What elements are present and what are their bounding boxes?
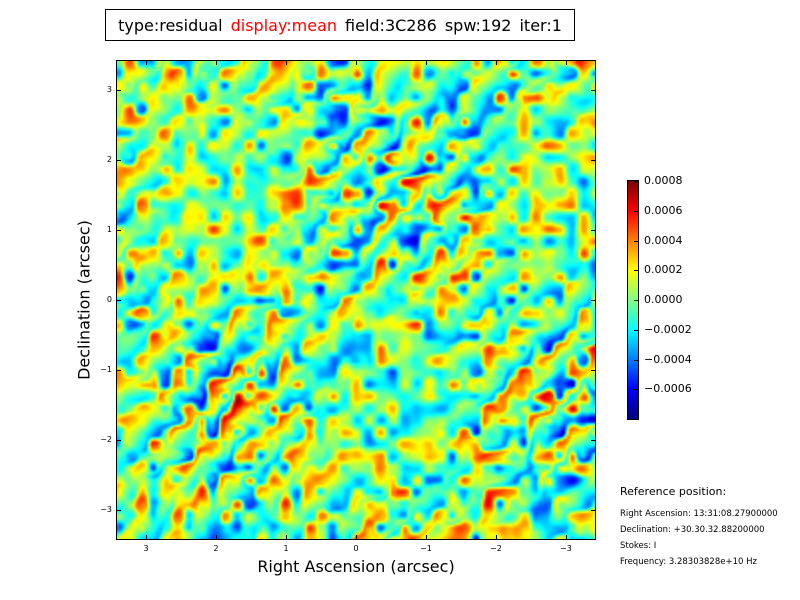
colorbar-tick-mark xyxy=(634,389,639,390)
x-tick-mark xyxy=(496,61,497,65)
x-tick-mark xyxy=(356,535,357,539)
colorbar-tick-label: 0.0004 xyxy=(644,233,683,247)
x-tick-label: 3 xyxy=(143,544,149,553)
y-tick-label: −3 xyxy=(100,504,112,514)
x-tick-mark xyxy=(356,61,357,65)
heatmap-plot-area[interactable] xyxy=(116,60,596,540)
y-tick-mark xyxy=(117,230,121,231)
reference-frequency: Frequency: 3.28303828e+10 Hz xyxy=(620,557,757,567)
y-tick-mark xyxy=(117,90,121,91)
reference-dec: Declination: +30.30.32.88200000 xyxy=(620,525,765,535)
colorbar-tick-mark xyxy=(634,270,639,271)
y-tick-mark xyxy=(591,300,595,301)
y-tick-mark xyxy=(117,370,121,371)
y-tick-mark xyxy=(591,230,595,231)
y-tick-mark xyxy=(117,510,121,511)
x-tick-mark xyxy=(216,535,217,539)
y-tick-mark xyxy=(591,510,595,511)
y-tick-label: 2 xyxy=(106,155,112,165)
iter-label: iter:1 xyxy=(519,15,562,35)
y-tick-mark xyxy=(117,300,121,301)
y-tick-mark xyxy=(117,440,121,441)
x-tick-label: 0 xyxy=(353,544,359,553)
x-tick-label: 1 xyxy=(283,544,289,553)
colorbar-tick-label: −0.0006 xyxy=(644,382,692,396)
x-tick-mark xyxy=(426,61,427,65)
colorbar-tick-label: −0.0002 xyxy=(644,322,692,336)
y-tick-label: 1 xyxy=(106,225,112,235)
reference-stokes: Stokes: I xyxy=(620,541,657,551)
reference-ra: Right Ascension: 13:31:08.27900000 xyxy=(620,509,778,519)
colorbar-tick-mark xyxy=(634,181,639,182)
x-tick-label: −2 xyxy=(490,544,502,553)
colorbar-tick-label: 0.0002 xyxy=(644,263,683,277)
x-tick-mark xyxy=(566,535,567,539)
x-axis-label: Right Ascension (arcsec) xyxy=(257,557,455,576)
colorbar-tick-mark xyxy=(634,211,639,212)
field-label: field:3C286 xyxy=(345,15,437,35)
x-tick-mark xyxy=(216,61,217,65)
y-tick-label: 0 xyxy=(106,295,112,304)
colorbar-tick-label: 0.0000 xyxy=(644,293,683,306)
y-tick-mark xyxy=(117,160,121,161)
colorbar-tick-mark xyxy=(634,300,639,301)
x-tick-mark xyxy=(286,61,287,65)
y-tick-mark xyxy=(591,90,595,91)
x-tick-label: −1 xyxy=(420,544,432,553)
y-tick-mark xyxy=(591,160,595,161)
x-tick-mark xyxy=(426,535,427,539)
y-axis-label: Declination (arcsec) xyxy=(74,220,94,380)
y-tick-mark xyxy=(591,440,595,441)
reference-info: Reference position: Right Ascension: 13:… xyxy=(620,486,778,570)
y-tick-label: −2 xyxy=(100,434,112,444)
plot-title-box: type:residual display:mean field:3C286 s… xyxy=(105,9,575,41)
display-label: display:mean xyxy=(230,15,338,35)
colorbar-tick-label: −0.0004 xyxy=(644,352,692,366)
reference-title: Reference position: xyxy=(620,485,727,498)
x-tick-label: −3 xyxy=(560,544,572,553)
colorbar-tick-mark xyxy=(634,241,639,242)
type-label: type:residual xyxy=(118,15,223,35)
y-tick-label: −1 xyxy=(100,364,112,374)
colorbar-tick-label: 0.0006 xyxy=(644,203,683,217)
heatmap-image[interactable] xyxy=(117,61,595,539)
colorbar-tick-mark xyxy=(634,360,639,361)
x-tick-mark xyxy=(496,535,497,539)
colorbar-tick-label: 0.0008 xyxy=(644,174,683,187)
x-tick-mark xyxy=(566,61,567,65)
colorbar-tick-mark xyxy=(634,330,639,331)
spw-label: spw:192 xyxy=(444,15,512,35)
x-tick-mark xyxy=(146,61,147,65)
x-tick-mark xyxy=(146,535,147,539)
y-tick-label: 3 xyxy=(106,85,112,95)
x-tick-mark xyxy=(286,535,287,539)
y-tick-mark xyxy=(591,370,595,371)
x-tick-label: 2 xyxy=(213,544,219,553)
